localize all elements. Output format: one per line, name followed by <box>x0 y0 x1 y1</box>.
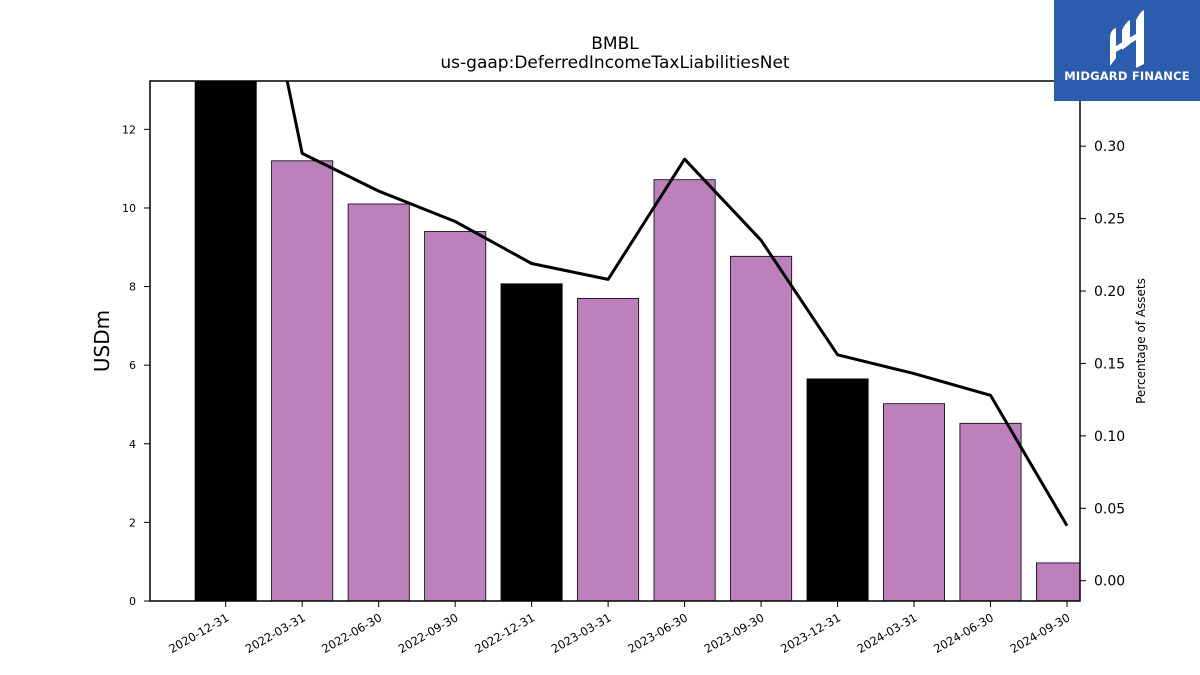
line-percentage-of-assets <box>285 81 1069 527</box>
y-tick-label: 6 <box>129 359 136 372</box>
bar-2024-03-31 <box>883 403 946 601</box>
y-tick-label: 12 <box>122 123 136 136</box>
y-axis-label: USDm <box>90 310 114 372</box>
chart-subtitle: us-gaap:DeferredIncomeTaxLiabilitiesNet <box>440 53 790 73</box>
x-tick-label: 2023-09-30 <box>702 610 767 656</box>
plot-frame <box>149 80 1081 602</box>
y-tick-label: 2 <box>129 516 136 529</box>
y-right-tick-label: 0.30 <box>1094 139 1125 155</box>
midgard-logo-icon <box>1110 10 1144 68</box>
bar-2022-06-30 <box>347 203 410 601</box>
x-tick-label: 2022-09-30 <box>396 610 461 656</box>
y-right-tick-label: 0.05 <box>1094 501 1125 517</box>
x-tick-label: 2022-12-31 <box>472 610 537 656</box>
bar-2024-09-30 <box>1036 562 1080 601</box>
x-tick-label: 2020-12-31 <box>166 610 231 656</box>
x-tick-label: 2024-03-31 <box>855 610 920 656</box>
y-tick-label: 0 <box>129 595 136 608</box>
x-tick-label: 2024-09-30 <box>1008 610 1073 656</box>
y-right-tick-label: 0.10 <box>1094 429 1125 445</box>
chart-title: BMBL <box>591 34 639 54</box>
y-tick-label: 4 <box>129 438 136 451</box>
watermark-text: MIDGARD FINANCE <box>1064 69 1190 83</box>
line-group <box>285 81 1069 527</box>
x-tick-label: 2024-06-30 <box>931 610 996 656</box>
x-tick-label: 2023-03-31 <box>549 610 614 656</box>
y-tick-label: 8 <box>129 281 136 294</box>
bar-2023-09-30 <box>730 255 793 601</box>
x-tick-label: 2022-03-31 <box>243 610 308 656</box>
bar-2023-03-31 <box>577 297 640 601</box>
bar-2024-06-30 <box>959 422 1022 601</box>
x-tick-label: 2022-06-30 <box>319 610 384 656</box>
y-right-tick-label: 0.00 <box>1094 574 1125 590</box>
bar-2020-12-31 <box>194 81 257 601</box>
y-right-tick-label: 0.25 <box>1094 212 1125 228</box>
bar-2023-12-31 <box>806 378 869 601</box>
bar-2023-06-30 <box>653 179 716 601</box>
bar-2022-03-31 <box>271 160 334 601</box>
y-right-tick-label: 0.15 <box>1094 356 1125 372</box>
bar-2022-09-30 <box>424 231 487 601</box>
y-right-tick-label: 0.20 <box>1094 284 1125 300</box>
y-axis-right-label: Percentage of Assets <box>1134 278 1148 404</box>
x-tick-label: 2023-06-30 <box>625 610 690 656</box>
watermark-logo: MIDGARD FINANCE <box>1054 0 1200 101</box>
y-tick-label: 10 <box>122 202 136 215</box>
bar-2022-12-31 <box>500 283 563 601</box>
bars-group <box>194 81 1080 601</box>
x-tick-label: 2023-12-31 <box>778 610 843 656</box>
